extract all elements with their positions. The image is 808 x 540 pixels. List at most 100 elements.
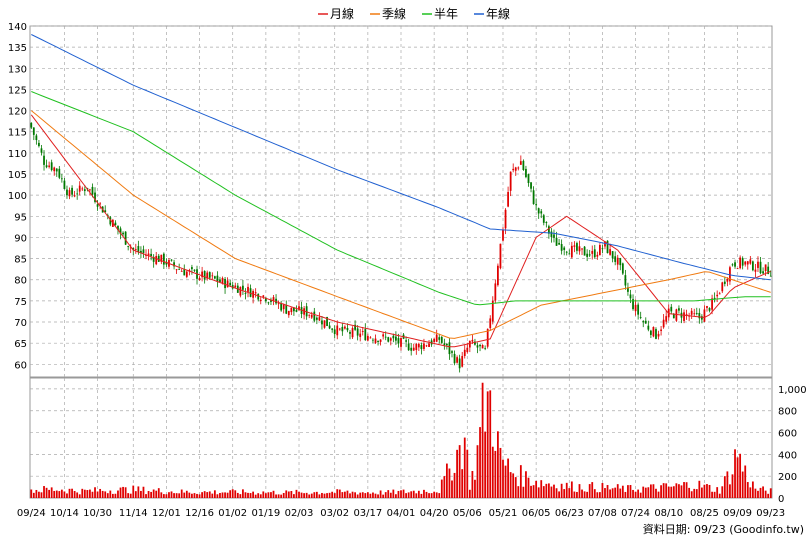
volume-bar	[310, 493, 313, 498]
volume-bar	[517, 486, 520, 498]
volume-bar	[86, 490, 89, 498]
candle-body	[282, 304, 285, 310]
candle-body	[545, 222, 548, 223]
candle-body	[588, 254, 591, 256]
candle-body	[438, 337, 441, 340]
volume-bar	[764, 490, 767, 498]
candle-body	[351, 328, 354, 338]
volume-bar	[63, 491, 66, 498]
candle-body	[754, 269, 757, 272]
volume-bar	[474, 479, 476, 498]
candle-body	[104, 210, 107, 213]
price-tick-label: 95	[14, 212, 27, 223]
volume-bar	[389, 492, 392, 498]
candle-body	[76, 193, 79, 195]
volume-bar	[652, 484, 655, 498]
candle-body	[744, 261, 747, 265]
volume-bar	[581, 489, 583, 498]
candle-body	[739, 257, 742, 269]
price-tick-label: 100	[8, 191, 27, 202]
x-tick-label: 09/23	[756, 508, 785, 519]
volume-bar	[55, 490, 58, 498]
candle-body	[173, 262, 175, 267]
volume-bar	[336, 489, 339, 498]
volume-bar	[675, 483, 678, 498]
volume-bar	[48, 489, 51, 498]
legend-label: 年線	[486, 6, 510, 21]
candle-body	[440, 336, 443, 343]
volume-bar	[729, 484, 731, 498]
candle-body	[356, 328, 359, 336]
volume-bar	[734, 449, 736, 498]
volume-bar	[550, 486, 553, 498]
candle-body	[83, 189, 86, 192]
candle-body	[68, 190, 71, 197]
volume-tick-label: 0	[778, 494, 784, 505]
volume-bar	[73, 491, 76, 498]
volume-bar	[94, 487, 96, 498]
candle-body	[519, 161, 522, 165]
volume-bar	[152, 489, 155, 498]
candle-body	[234, 285, 237, 288]
volume-bar	[688, 487, 691, 498]
x-tick-label: 03/17	[353, 508, 382, 519]
volume-bar	[499, 447, 502, 498]
volume-bar	[30, 489, 33, 498]
volume-bar	[716, 487, 719, 498]
volume-bar	[685, 482, 688, 498]
candle-body	[446, 343, 448, 346]
volume-bar	[226, 492, 229, 498]
candle-body	[275, 298, 277, 304]
volume-bar	[191, 493, 193, 498]
candle-body	[359, 333, 362, 337]
candle-body	[315, 317, 318, 320]
volume-bar	[203, 491, 206, 498]
volume-bar	[259, 494, 262, 498]
volume-bar	[446, 463, 448, 498]
candle-body	[170, 259, 173, 261]
volume-bar	[45, 487, 48, 498]
volume-bar	[609, 489, 611, 498]
x-tick-label: 09/24	[17, 508, 46, 519]
candle-body	[400, 337, 402, 347]
volume-bar	[293, 494, 295, 498]
price-tick-label: 140	[8, 22, 27, 33]
candle-body	[162, 253, 165, 265]
volume-bar	[767, 493, 770, 498]
candle-body	[609, 249, 611, 255]
candle-body	[553, 234, 555, 238]
volume-bar	[140, 490, 142, 498]
volume-bar	[257, 493, 260, 498]
candle-body	[693, 313, 696, 315]
candle-body	[700, 316, 703, 320]
candle-body	[486, 328, 489, 347]
x-tick-label: 05/21	[489, 508, 518, 519]
candle-body	[573, 245, 576, 247]
candle-body	[208, 272, 211, 278]
volume-bar	[78, 494, 81, 498]
candle-body	[254, 292, 257, 294]
volume-bar	[435, 492, 438, 498]
candle-body	[155, 255, 158, 265]
x-tick-label: 09/09	[723, 508, 752, 519]
volume-bar	[420, 493, 423, 498]
volume-bar	[160, 492, 163, 498]
candle-body	[433, 338, 436, 342]
candle-body	[476, 345, 479, 348]
candle-body	[338, 328, 341, 330]
volume-bar	[614, 487, 617, 498]
candle-body	[428, 343, 430, 347]
volume-bar	[540, 480, 543, 498]
volume-bar	[553, 484, 555, 498]
candle-body	[672, 314, 675, 319]
volume-bar	[397, 490, 400, 498]
candle-body	[568, 253, 571, 255]
x-tick-label: 06/05	[522, 508, 551, 519]
volume-bar	[43, 486, 45, 498]
candle-body	[132, 247, 135, 250]
volume-bar	[504, 465, 507, 498]
candle-body	[114, 222, 117, 226]
candle-body	[66, 189, 68, 196]
candle-body	[736, 268, 739, 270]
